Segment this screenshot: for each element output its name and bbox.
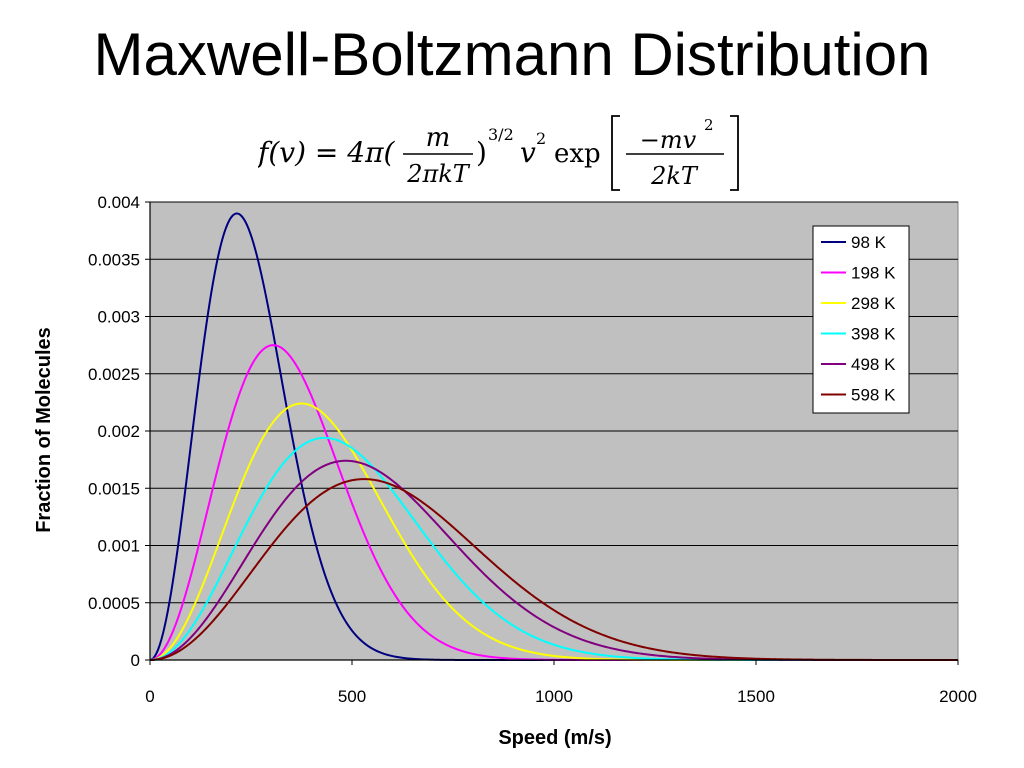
x-tick-label: 500 [338,687,366,706]
legend-label: 298 K [851,294,896,313]
formula-right-bracket [730,115,739,191]
y-tick-labels: 0 0.0005 0.001 0.0015 0.002 0.0025 0.003 0.0035… [88,193,150,670]
legend-label: 398 K [851,325,896,344]
x-axis-label: Speed (m/s) [498,727,611,749]
y-tick-label: 0.004 [97,193,140,212]
y-tick-label: 0.001 [97,537,140,556]
y-tick-label: 0.0025 [88,365,140,384]
formula-frac2-num: −mv [640,126,697,154]
formula-frac1-num: m [426,123,451,153]
formula-v-exponent: 2 [536,129,546,148]
formula-exponent-3-2: 3/2 [488,125,514,144]
x-tick-label: 1000 [535,687,573,706]
y-tick-label: 0.002 [97,422,140,441]
formula-exp: exp [554,139,601,169]
legend-box [812,225,910,414]
formula-frac2-num-exponent: 2 [704,116,714,134]
legend-label: 98 K [851,233,887,252]
formula: f(v) = 4π( m 2πkT ) 3/2 v 2 exp −mv 2 2k… [258,115,739,191]
x-tick-labels: 0 500 1000 1500 2000 [145,660,977,706]
y-tick-label: 0.0015 [88,479,140,498]
y-tick-label: 0.003 [97,308,140,327]
y-axis-label: Fraction of Molecules [33,327,55,533]
legend-label: 598 K [851,386,896,405]
y-tick-label: 0 [131,651,140,670]
formula-left-bracket [611,115,620,191]
x-tick-label: 1500 [737,687,775,706]
formula-frac2-den: 2kT [650,162,699,190]
slide-title: Maxwell-Boltzmann Distribution [93,21,931,88]
formula-lhs: f(v) = 4π( [258,136,396,169]
formula-close-paren: ) [476,136,487,169]
legend: 98 K 198 K 298 K 398 K 498 K 598 K [812,225,910,414]
formula-frac1-den: 2πkT [406,160,471,188]
y-tick-label: 0.0005 [88,594,140,613]
legend-label: 498 K [851,355,896,374]
legend-label: 198 K [851,264,896,283]
formula-v: v [520,136,536,169]
y-tick-label: 0.0035 [88,250,140,269]
x-tick-label: 0 [145,687,154,706]
x-tick-label: 2000 [939,687,977,706]
